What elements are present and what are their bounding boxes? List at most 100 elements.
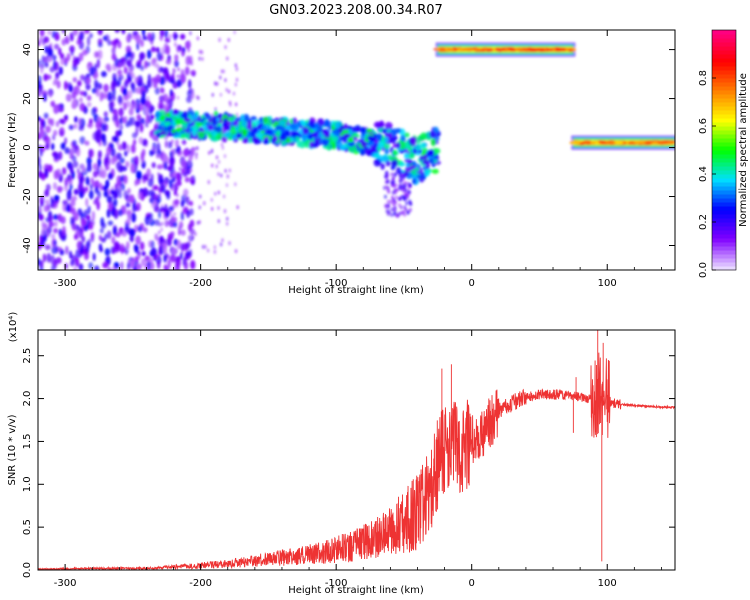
noise-blob	[81, 235, 86, 243]
band-blob	[390, 172, 394, 177]
colorbar-step	[712, 94, 736, 99]
noise-blob	[152, 185, 159, 191]
noise-blob	[196, 220, 200, 225]
noise-blob	[99, 246, 103, 253]
noise-blob	[218, 37, 221, 42]
noise-blob	[44, 199, 50, 205]
noise-blob	[46, 74, 52, 80]
band-blob	[323, 120, 331, 128]
noise-blob	[85, 77, 92, 85]
band-blob	[238, 126, 243, 135]
noise-blob	[160, 208, 164, 213]
noise-blob	[226, 174, 230, 179]
noise-blob	[176, 149, 183, 157]
noise-blob	[144, 60, 148, 69]
band-blob	[223, 117, 228, 124]
noise-blob	[171, 73, 174, 78]
band-blob	[432, 147, 441, 154]
noise-blob	[91, 107, 97, 117]
noise-blob	[180, 33, 186, 40]
noise-blob	[172, 33, 175, 38]
right-band-core	[614, 140, 624, 145]
noise-blob	[86, 156, 92, 165]
colorbar-step	[712, 46, 736, 51]
noise-blob	[60, 216, 66, 225]
noise-blob	[111, 136, 116, 142]
noise-blob	[150, 262, 155, 270]
band-blob	[392, 149, 398, 156]
band-blob	[399, 211, 403, 216]
noise-blob	[160, 204, 164, 209]
noise-blob	[156, 164, 163, 170]
band-blob	[364, 128, 373, 133]
colorbar-step	[712, 142, 736, 147]
noise-blob	[41, 220, 45, 228]
noise-blob	[43, 92, 47, 102]
noise-blob	[214, 81, 217, 86]
spectrogram-frame	[37, 29, 676, 271]
noise-blob	[106, 156, 110, 164]
noise-blob	[75, 258, 79, 267]
band-blob	[396, 166, 401, 175]
noise-blob	[156, 51, 163, 62]
noise-blob	[215, 164, 218, 169]
band-blob	[406, 172, 410, 177]
band-blob	[384, 185, 388, 190]
colorbar-step	[712, 210, 736, 215]
band-blob	[347, 137, 354, 144]
noise-blob	[226, 56, 229, 61]
colorbar-step	[712, 202, 736, 207]
noise-blob	[117, 40, 122, 49]
noise-blob	[99, 182, 103, 191]
noise-blob	[229, 102, 232, 107]
colorbar-step	[712, 250, 736, 255]
noise-blob	[141, 148, 146, 157]
noise-blob	[167, 258, 171, 269]
noise-blob	[130, 212, 137, 223]
noise-blob	[161, 181, 164, 186]
band-blob	[402, 210, 406, 215]
spectrogram-x-tick-label: -100	[325, 278, 348, 289]
band-blob	[384, 136, 389, 143]
snr-y-tick-label: 0.0	[22, 562, 33, 578]
band-blob	[431, 168, 439, 174]
noise-blob	[53, 129, 58, 136]
right-band-core	[605, 141, 610, 145]
noise-blob	[123, 175, 128, 185]
band-blob	[393, 200, 397, 205]
noise-blob	[163, 72, 167, 77]
band-blob	[174, 132, 180, 137]
noise-blob	[99, 228, 104, 234]
noise-blob	[119, 182, 125, 191]
noise-blob	[124, 222, 129, 230]
band-blob	[387, 204, 391, 209]
noise-blob	[45, 143, 50, 150]
noise-blob	[141, 251, 146, 257]
snr-y-tick-label: 2.5	[22, 348, 33, 364]
right-band-core	[598, 140, 608, 144]
noise-blob	[117, 164, 124, 173]
colorbar: 0.0 0.2 0.4 0.6 0.8 Normalized spectral ampl…	[698, 29, 749, 278]
noise-blob	[147, 257, 154, 264]
band-blob	[386, 199, 390, 204]
noise-blob	[190, 61, 193, 66]
noise-blob	[38, 170, 43, 179]
noise-blob	[159, 252, 162, 257]
band-blob	[411, 160, 417, 167]
noise-blob	[173, 212, 176, 217]
noise-blob	[180, 229, 186, 236]
noise-blob	[157, 172, 160, 177]
spectrogram-y-tick-label: -40	[22, 237, 33, 253]
noise-blob	[69, 183, 73, 191]
noise-blob	[177, 81, 182, 88]
band-blob	[405, 201, 409, 206]
noise-blob	[44, 61, 49, 68]
band-blob	[314, 122, 320, 130]
noise-blob	[189, 200, 194, 207]
band-blob	[159, 115, 166, 121]
noise-blob	[204, 244, 207, 249]
noise-blob	[75, 144, 79, 151]
noise-blob	[133, 100, 138, 110]
band-blob	[402, 194, 406, 199]
noise-blob	[129, 104, 135, 114]
